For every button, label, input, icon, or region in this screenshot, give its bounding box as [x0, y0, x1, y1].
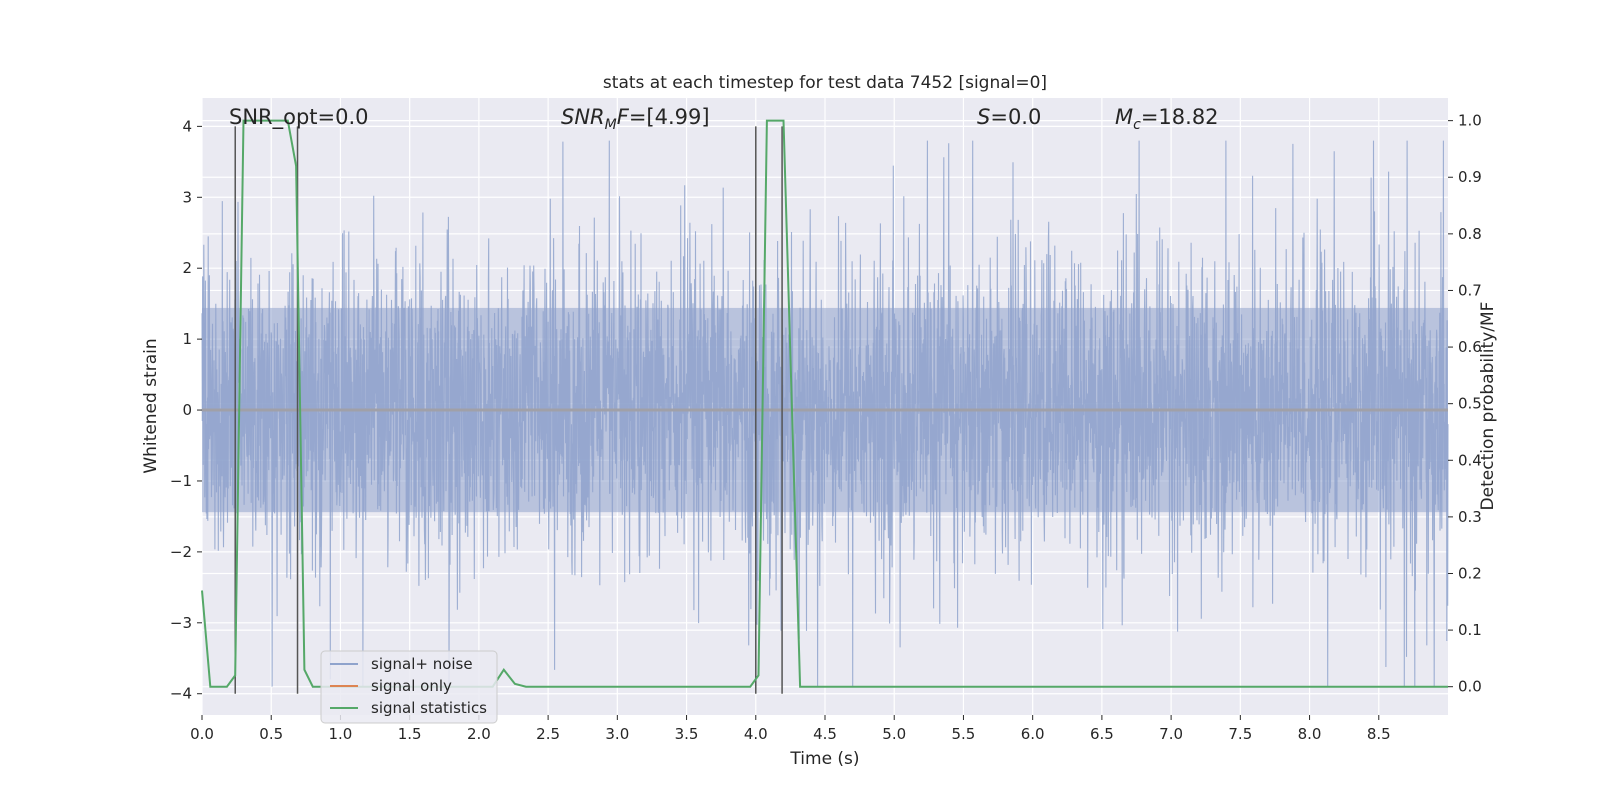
x-tick-label: 0.5: [259, 725, 283, 743]
y-tick-label: −3: [170, 614, 192, 632]
y-axis-label: Whitened strain: [141, 338, 161, 473]
right-axis-label: Detection probability/MF: [1478, 302, 1498, 511]
x-tick-label: 3.0: [605, 725, 629, 743]
x-tick-label: 7.5: [1228, 725, 1252, 743]
y-tick-label: −1: [170, 472, 192, 490]
y-tick-label: 4: [182, 117, 192, 135]
right-tick-label: 0.9: [1458, 168, 1482, 186]
y-tick-label: 2: [182, 259, 192, 277]
chart-title: stats at each timestep for test data 745…: [603, 73, 1047, 93]
legend-box: [320, 650, 498, 724]
right-tick-label: 0.8: [1458, 225, 1482, 243]
x-tick-label: 6.0: [1021, 725, 1045, 743]
x-axis-ticks: 0.0 0.5 1.0 1.5 2.0 2.5 3.0 3.5 4.0 4.5 5.0 5.5 6.0 6…: [190, 715, 1391, 743]
legend-label-signal-statistics: signal statistics: [371, 699, 487, 717]
x-tick-label: 6.5: [1090, 725, 1114, 743]
x-tick-label: 1.5: [398, 725, 422, 743]
y-axis-ticks: 4 3 2 1 0 −1 −2 −3 −4: [170, 117, 202, 703]
x-tick-label: 4.5: [813, 725, 837, 743]
x-tick-label: 0.0: [190, 725, 214, 743]
annotation-snr-opt: SNR_opt=0.0: [229, 105, 369, 130]
legend-label-signal-noise: signal+ noise: [371, 655, 473, 673]
x-axis-label: Time (s): [789, 749, 859, 769]
x-tick-label: 8.0: [1298, 725, 1322, 743]
right-axis-ticks: 1.0 0.9 0.8 0.7 0.6 0.5 0.4 0.3 0.2 0.1 0.0: [1448, 112, 1482, 696]
vertical-markers: [234, 126, 783, 694]
x-tick-label: 7.0: [1159, 725, 1183, 743]
annotation-snr-mf: SNRMF=[4.99]: [561, 105, 710, 133]
y-tick-label: −2: [170, 543, 192, 561]
legend: signal+ noise signal only signal statist…: [320, 650, 498, 724]
x-tick-label: 2.5: [536, 725, 560, 743]
x-tick-label: 5.0: [882, 725, 906, 743]
y-tick-label: 1: [182, 330, 192, 348]
right-tick-label: 0.3: [1458, 508, 1482, 526]
x-tick-label: 5.5: [952, 725, 976, 743]
right-tick-label: 0.6: [1458, 338, 1482, 356]
right-tick-label: 0.5: [1458, 395, 1482, 413]
y-tick-label: 0: [182, 401, 192, 419]
annotation-s: S=0.0: [977, 105, 1041, 129]
x-tick-label: 4.0: [744, 725, 768, 743]
right-tick-label: 0.0: [1458, 678, 1482, 696]
y-tick-label: 3: [182, 188, 192, 206]
x-tick-label: 2.0: [467, 725, 491, 743]
right-tick-label: 0.7: [1458, 281, 1482, 299]
x-tick-label: 8.5: [1367, 725, 1391, 743]
x-tick-label: 1.0: [329, 725, 353, 743]
x-tick-label: 3.5: [675, 725, 699, 743]
annotation-mc: Mc=18.82: [1115, 105, 1219, 133]
right-tick-label: 0.2: [1458, 564, 1482, 582]
right-tick-label: 0.1: [1458, 621, 1482, 639]
legend-label-signal-only: signal only: [371, 677, 452, 695]
right-tick-label: 1.0: [1458, 112, 1482, 130]
right-tick-label: 0.4: [1458, 451, 1482, 469]
y-tick-label: −4: [170, 685, 192, 703]
